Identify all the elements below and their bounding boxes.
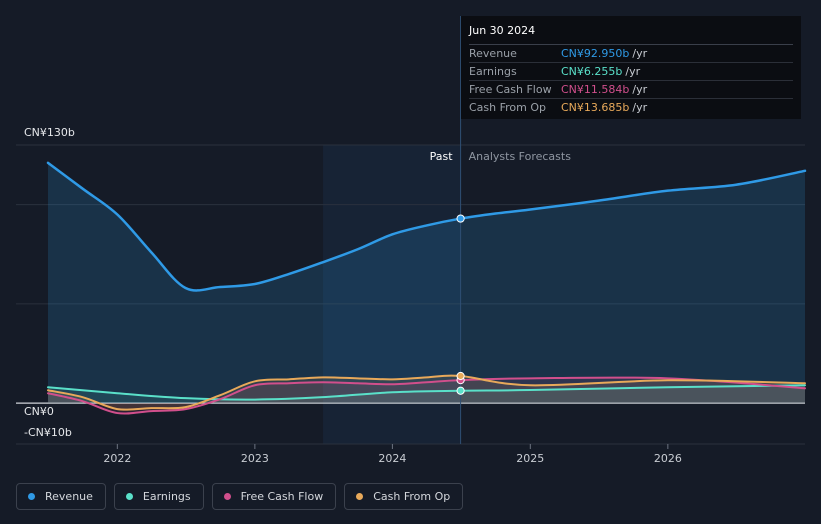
earnings-marker <box>456 386 465 395</box>
revenue-area <box>48 162 805 404</box>
tooltip-value: CN¥11.584b <box>561 83 630 96</box>
earnings-area <box>48 385 805 404</box>
earnings-line <box>47 384 806 401</box>
past-label: Past <box>430 150 454 163</box>
tooltip-row-cash-from-op: Cash From Op CN¥13.685b /yr <box>469 99 793 116</box>
tooltip-value: CN¥92.950b <box>561 47 630 60</box>
tooltip-label: Free Cash Flow <box>469 83 552 96</box>
x-tick-label: 2022 <box>103 452 131 465</box>
legend-item-free-cash-flow[interactable]: Free Cash Flow <box>211 483 337 510</box>
tooltip-row-revenue: Revenue CN¥92.950b /yr <box>469 45 793 63</box>
series-markers <box>456 214 465 395</box>
revenue-line <box>46 161 807 292</box>
x-axis-ticks: 2022 2023 2024 2025 2026 <box>103 444 682 465</box>
x-tick-label: 2026 <box>654 452 682 465</box>
tooltip-label: Revenue <box>469 47 517 60</box>
tooltip-value: CN¥13.685b <box>561 101 630 114</box>
hover-tooltip: Jun 30 2024 Revenue CN¥92.950b /yr Earni… <box>461 16 801 119</box>
x-tick-label: 2025 <box>516 452 544 465</box>
tooltip-row-free-cash-flow: Free Cash Flow CN¥11.584b /yr <box>469 81 793 99</box>
area-fills <box>48 162 805 414</box>
grid-lines <box>16 144 805 445</box>
tooltip-date: Jun 30 2024 <box>469 24 793 45</box>
legend-item-earnings[interactable]: Earnings <box>113 483 204 510</box>
legend-item-cash-from-op[interactable]: Cash From Op <box>344 483 464 510</box>
tooltip-unit: /yr <box>625 65 641 78</box>
legend-dot-icon <box>125 493 133 500</box>
legend-dot-icon <box>356 493 364 500</box>
forecast-label: Analysts Forecasts <box>469 150 572 163</box>
x-tick-label: 2024 <box>378 452 406 465</box>
series-lines <box>46 161 807 415</box>
tooltip-label: Cash From Op <box>469 101 547 114</box>
revenue-marker <box>456 214 465 223</box>
tooltip-row-earnings: Earnings CN¥6.255b /yr <box>469 63 793 81</box>
legend-label: Cash From Op <box>373 490 451 503</box>
tooltip-value: CN¥6.255b <box>561 65 623 78</box>
cash-from-op-marker <box>456 371 465 381</box>
y-axis-bottom-label: -CN¥10b <box>24 426 72 439</box>
cash-from-op-area <box>48 375 805 410</box>
legend-label: Revenue <box>45 490 93 503</box>
y-axis-zero-label: CN¥0 <box>24 405 54 418</box>
tooltip-unit: /yr <box>632 83 648 96</box>
legend-dot-icon <box>28 493 35 500</box>
legend: Revenue Earnings Free Cash Flow Cash Fro… <box>16 483 464 510</box>
legend-dot-icon <box>223 493 231 500</box>
legend-label: Earnings <box>142 490 191 503</box>
free-cash-flow-area <box>48 377 805 414</box>
free-cash-flow-line <box>47 376 806 415</box>
tooltip-unit: /yr <box>632 47 648 60</box>
legend-label: Free Cash Flow <box>240 490 324 503</box>
tooltip-label: Earnings <box>469 65 517 78</box>
legend-item-revenue[interactable]: Revenue <box>16 483 106 510</box>
y-axis-top-label: CN¥130b <box>24 126 75 139</box>
cash-from-op-line <box>47 374 806 411</box>
tooltip-unit: /yr <box>632 101 648 114</box>
x-tick-label: 2023 <box>241 452 269 465</box>
past-shade <box>323 145 461 444</box>
